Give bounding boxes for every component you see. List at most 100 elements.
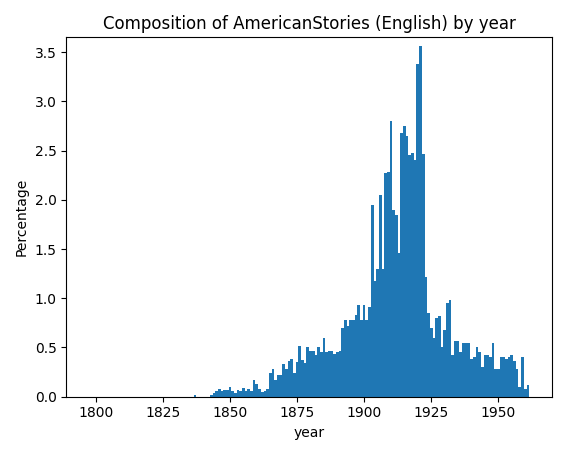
- Bar: [371, 205, 374, 397]
- Bar: [346, 326, 349, 397]
- Bar: [513, 361, 516, 397]
- Bar: [500, 357, 502, 397]
- Bar: [390, 121, 392, 397]
- Bar: [384, 173, 387, 397]
- Bar: [210, 395, 213, 397]
- Bar: [510, 355, 513, 397]
- Bar: [446, 303, 448, 397]
- Bar: [476, 348, 478, 397]
- Bar: [226, 390, 229, 397]
- Bar: [427, 313, 430, 397]
- Bar: [492, 343, 494, 397]
- Bar: [194, 395, 196, 397]
- Bar: [357, 305, 360, 397]
- Bar: [349, 320, 352, 397]
- Bar: [425, 277, 427, 397]
- Bar: [486, 355, 489, 397]
- Bar: [325, 353, 328, 397]
- Bar: [231, 391, 234, 397]
- Bar: [395, 215, 397, 397]
- Bar: [234, 393, 236, 397]
- Bar: [274, 380, 277, 397]
- Bar: [505, 359, 507, 397]
- Bar: [269, 373, 272, 397]
- Bar: [285, 369, 287, 397]
- Bar: [438, 316, 441, 397]
- Title: Composition of AmericanStories (English) by year: Composition of AmericanStories (English)…: [103, 15, 515, 33]
- Bar: [341, 328, 344, 397]
- Bar: [457, 341, 459, 397]
- Bar: [258, 389, 261, 397]
- Bar: [489, 357, 492, 397]
- Bar: [287, 361, 290, 397]
- Bar: [312, 351, 315, 397]
- Bar: [521, 357, 524, 397]
- Bar: [408, 156, 411, 397]
- Bar: [221, 391, 223, 397]
- Bar: [352, 320, 355, 397]
- Bar: [417, 64, 419, 397]
- Y-axis label: Percentage: Percentage: [15, 178, 29, 256]
- Bar: [518, 387, 521, 397]
- Bar: [245, 391, 247, 397]
- Bar: [256, 384, 258, 397]
- Bar: [290, 359, 293, 397]
- Bar: [451, 355, 454, 397]
- Bar: [516, 369, 518, 397]
- Bar: [454, 341, 457, 397]
- Bar: [433, 338, 435, 397]
- Bar: [229, 387, 231, 397]
- Bar: [304, 363, 306, 397]
- Bar: [223, 390, 226, 397]
- Bar: [296, 362, 298, 397]
- Bar: [239, 391, 242, 397]
- Bar: [387, 172, 390, 397]
- Bar: [382, 269, 384, 397]
- Bar: [323, 338, 325, 397]
- Bar: [272, 369, 274, 397]
- Bar: [366, 320, 368, 397]
- Bar: [462, 343, 465, 397]
- Bar: [392, 210, 395, 397]
- Bar: [414, 161, 417, 397]
- Bar: [309, 351, 312, 397]
- Bar: [317, 348, 320, 397]
- Bar: [333, 354, 336, 397]
- Bar: [293, 373, 296, 397]
- Bar: [338, 351, 341, 397]
- Bar: [236, 390, 239, 397]
- Bar: [465, 343, 467, 397]
- Bar: [430, 328, 433, 397]
- Bar: [411, 152, 414, 397]
- Bar: [400, 133, 403, 397]
- Bar: [315, 355, 317, 397]
- Bar: [473, 357, 476, 397]
- Bar: [374, 281, 376, 397]
- Bar: [247, 389, 250, 397]
- Bar: [368, 307, 371, 397]
- Bar: [301, 360, 304, 397]
- Bar: [470, 359, 473, 397]
- Bar: [435, 318, 438, 397]
- X-axis label: year: year: [294, 426, 325, 440]
- Bar: [282, 364, 285, 397]
- Bar: [213, 393, 215, 397]
- Bar: [397, 253, 400, 397]
- Bar: [277, 375, 280, 397]
- Bar: [422, 153, 425, 397]
- Bar: [379, 195, 382, 397]
- Bar: [328, 351, 331, 397]
- Bar: [306, 348, 309, 397]
- Bar: [459, 353, 462, 397]
- Bar: [355, 315, 357, 397]
- Bar: [467, 343, 470, 397]
- Bar: [443, 330, 446, 397]
- Bar: [242, 388, 245, 397]
- Bar: [478, 353, 481, 397]
- Bar: [497, 369, 500, 397]
- Bar: [376, 269, 379, 397]
- Bar: [363, 305, 366, 397]
- Bar: [494, 369, 497, 397]
- Bar: [320, 353, 323, 397]
- Bar: [264, 391, 266, 397]
